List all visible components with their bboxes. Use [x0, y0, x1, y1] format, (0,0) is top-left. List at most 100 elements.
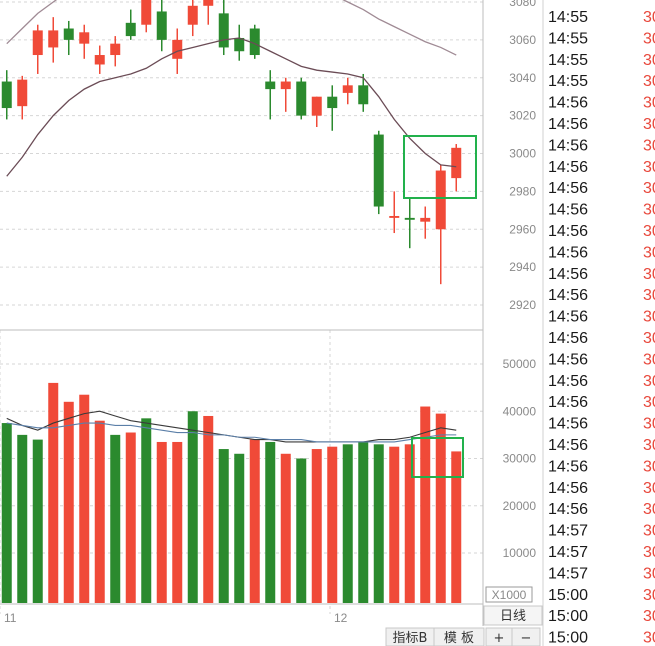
trade-time: 14:56 [548, 351, 588, 368]
trade-price: 30 [643, 458, 655, 475]
trade-price: 30 [643, 501, 655, 518]
time-list-row[interactable]: 14:55 30 [548, 30, 655, 47]
candle-body [125, 22, 136, 37]
volume-bar [79, 394, 90, 603]
volume-bar [296, 458, 307, 603]
trade-time: 14:55 [548, 52, 588, 69]
trade-time: 14:57 [548, 544, 588, 561]
time-and-sales-list[interactable]: 14:553014:553014:553014:553014:563014:56… [548, 9, 655, 646]
volume-bar [63, 401, 74, 603]
time-list-row[interactable]: 14:56 30 [548, 373, 655, 390]
time-list-row[interactable]: 14:56 30 [548, 159, 655, 176]
time-list-row[interactable]: 15:00 30 [548, 608, 655, 625]
price-ma-line [6, 0, 457, 56]
trade-price: 30 [643, 137, 655, 154]
trade-price: 30 [643, 116, 655, 133]
candle [389, 191, 400, 234]
candle-body [234, 37, 245, 52]
time-list-row[interactable]: 15:00 30 [548, 630, 655, 646]
candle-body [389, 215, 400, 218]
time-list-row[interactable]: 14:57 30 [548, 544, 655, 561]
template-button[interactable] [433, 627, 485, 646]
trade-price: 30 [643, 202, 655, 219]
candle [249, 24, 260, 59]
volume-bar [32, 439, 43, 603]
trade-time: 14:56 [548, 287, 588, 304]
candle [451, 144, 462, 192]
trade-time: 14:56 [548, 244, 588, 261]
trade-time: 14:56 [548, 416, 588, 433]
period-label: 日线 [500, 609, 526, 624]
price-panel [1, 0, 462, 285]
candle-body [373, 134, 384, 207]
time-list-row[interactable]: 14:56 30 [548, 330, 655, 347]
volume-bar [404, 444, 415, 603]
candle [358, 73, 369, 112]
candle [110, 36, 121, 67]
time-list-row[interactable]: 14:56 30 [548, 351, 655, 368]
candle-body [404, 217, 415, 220]
volume-bar [435, 413, 446, 603]
time-list-row[interactable]: 14:57 30 [548, 565, 655, 582]
trade-time: 15:00 [548, 630, 588, 646]
candle [311, 96, 322, 127]
time-list-row[interactable]: 15:00 30 [548, 587, 655, 604]
volume-bar [141, 418, 152, 603]
candle-body [79, 32, 90, 44]
time-list-row[interactable]: 14:57 30 [548, 523, 655, 540]
candle-body [110, 43, 121, 56]
trade-time: 14:56 [548, 373, 588, 390]
time-list-row[interactable]: 14:55 30 [548, 52, 655, 69]
x-tick-label: 12 [334, 611, 348, 625]
volume-ma-line [6, 422, 457, 443]
volume-bar [48, 382, 59, 603]
volume-bar [172, 441, 183, 603]
volume-bar [94, 420, 105, 603]
trade-price: 30 [643, 416, 655, 433]
time-list-row[interactable]: 14:56 30 [548, 394, 655, 411]
time-list-row[interactable]: 14:56 30 [548, 458, 655, 475]
price-tick-label: 2920 [509, 298, 536, 312]
time-list-row[interactable]: 14:56 30 [548, 437, 655, 454]
time-list-row[interactable]: 14:56 30 [548, 244, 655, 261]
trade-price: 30 [643, 351, 655, 368]
candle-body [94, 55, 105, 65]
time-list-row[interactable]: 14:56 30 [548, 223, 655, 240]
time-list-row[interactable]: 14:56 30 [548, 180, 655, 197]
candle-body [249, 28, 260, 56]
time-list-row[interactable]: 14:55 30 [548, 9, 655, 26]
time-list-row[interactable]: 14:56 30 [548, 501, 655, 518]
trade-time: 14:57 [548, 523, 588, 540]
candle-body [156, 11, 167, 40]
time-list-row[interactable]: 14:56 30 [548, 416, 655, 433]
time-list-row[interactable]: 14:56 30 [548, 309, 655, 326]
candle [404, 198, 415, 249]
period-button[interactable] [483, 605, 543, 626]
trade-time: 14:56 [548, 394, 588, 411]
volume-tick-label: 30000 [503, 452, 537, 466]
time-list-row[interactable]: 14:56 30 [548, 116, 655, 133]
zoom-out-button[interactable] [511, 627, 541, 646]
time-list-row[interactable]: 14:56 30 [548, 266, 655, 283]
time-list-row[interactable]: 14:55 30 [548, 73, 655, 90]
time-list-row[interactable]: 14:56 30 [548, 287, 655, 304]
volume-bar [265, 441, 276, 603]
trade-time: 14:56 [548, 202, 588, 219]
time-list-row[interactable]: 14:56 30 [548, 95, 655, 112]
unit-label-box [485, 586, 533, 603]
candle [280, 77, 291, 112]
volume-bar [249, 439, 260, 603]
trade-price: 30 [643, 544, 655, 561]
trade-time: 14:56 [548, 180, 588, 197]
axes: 3080 3060 3040 3020 3000 2980 2960 2940 2920 5000… [0, 0, 544, 646]
trade-price: 30 [643, 480, 655, 497]
candle [156, 0, 167, 52]
volume-unit-label: X1000 [492, 588, 527, 602]
volume-bar [234, 453, 245, 603]
trade-time: 14:56 [548, 223, 588, 240]
time-list-row[interactable]: 14:56 30 [548, 480, 655, 497]
time-list-row[interactable]: 14:56 30 [548, 202, 655, 219]
time-list-row[interactable]: 14:56 30 [548, 137, 655, 154]
candle-body [311, 96, 322, 116]
